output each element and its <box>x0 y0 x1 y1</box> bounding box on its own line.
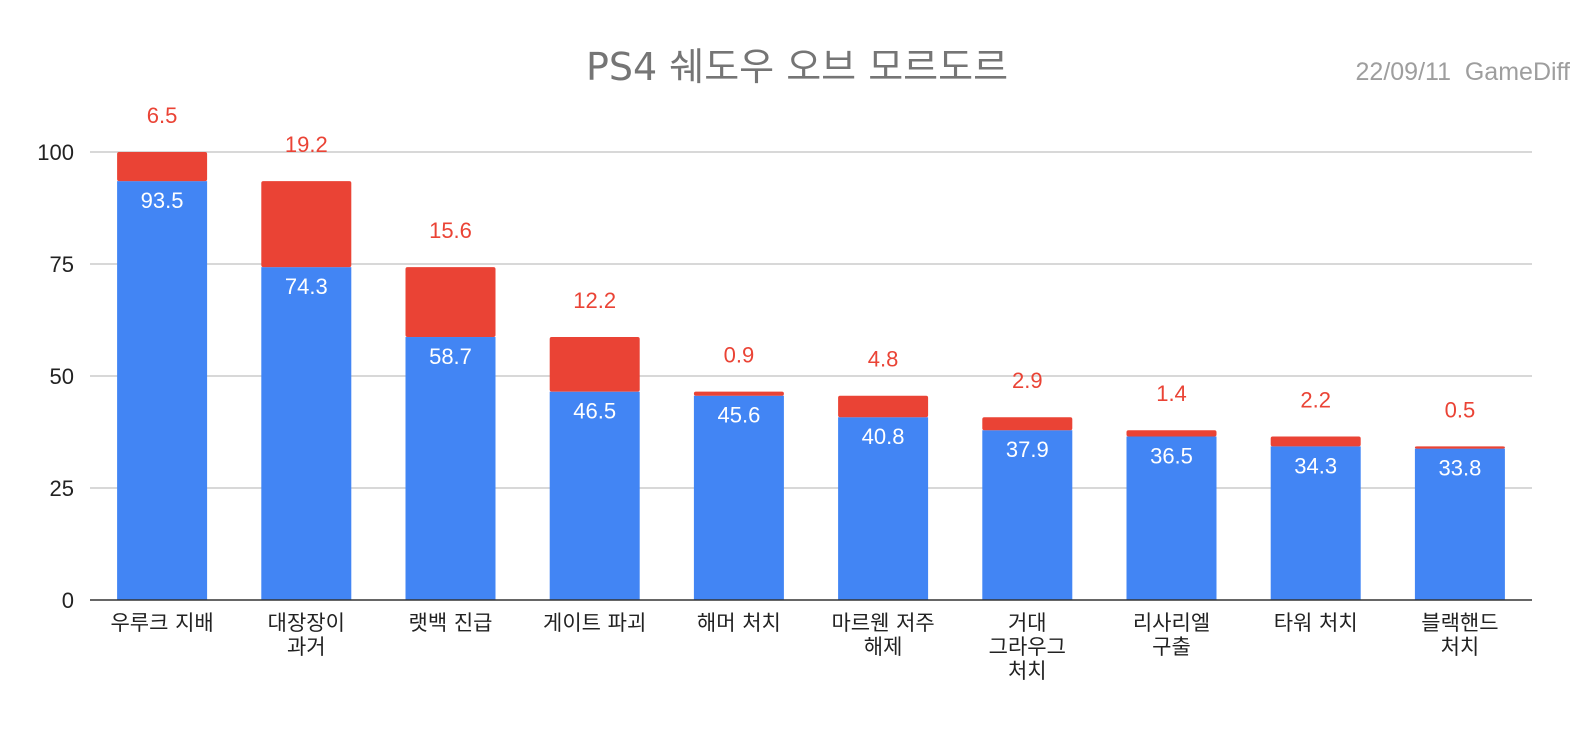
x-category-label: 처치 <box>1441 635 1480 659</box>
bar-segment-extra <box>1270 436 1361 447</box>
bar-segment-base <box>1270 446 1361 600</box>
y-axis-tick-labels: 0 25 50 75 100 <box>37 140 74 613</box>
data-label-base: 58.7 <box>429 344 472 369</box>
data-label-base: 46.5 <box>573 399 616 424</box>
data-label-base: 33.8 <box>1438 456 1481 481</box>
data-label-extra: 12.2 <box>573 288 616 313</box>
bar-segment-base <box>261 267 352 600</box>
y-tick-label: 0 <box>62 588 74 613</box>
x-category-label: 랫백 진급 <box>409 611 493 635</box>
data-label-extra: 19.2 <box>285 132 328 157</box>
data-label-extra: 2.9 <box>1012 368 1043 393</box>
y-tick-label: 100 <box>37 140 74 165</box>
x-category-label: 그라우그 <box>989 635 1066 659</box>
bar-segment-base <box>838 417 929 600</box>
x-category-label: 타워 처치 <box>1274 611 1358 635</box>
bar-segment-extra <box>261 181 352 268</box>
y-tick-label: 25 <box>50 476 74 501</box>
x-category-label: 우루크 지배 <box>110 611 213 635</box>
x-category-label: 해머 처치 <box>697 611 781 635</box>
data-label-extra: 6.5 <box>147 103 178 128</box>
bar-segment-extra <box>405 267 496 338</box>
bar-segment-extra <box>117 152 208 182</box>
bar-segment-extra <box>549 337 640 392</box>
data-label-extra: 15.6 <box>429 218 472 243</box>
bars <box>117 152 1505 600</box>
x-category-label: 과거 <box>287 635 326 659</box>
x-category-label: 처치 <box>1008 659 1047 683</box>
bar-segment-extra <box>693 391 784 396</box>
x-category-label: 마르웬 저주 <box>831 611 934 635</box>
bar-segment-extra <box>1126 430 1217 437</box>
data-label-extra: 4.8 <box>868 347 899 372</box>
bar-segment-base <box>982 430 1073 600</box>
y-tick-label: 75 <box>50 252 74 277</box>
bar-segment-base <box>405 337 496 600</box>
data-labels: 93.5 6.5 74.3 19.2 58.7 15.6 46.5 12.2 45.6 0.9 40… <box>141 103 1482 481</box>
data-label-base: 45.6 <box>717 403 760 428</box>
bar-segment-extra <box>1414 446 1505 449</box>
data-label-base: 40.8 <box>862 424 905 449</box>
x-category-label: 게이트 파괴 <box>543 611 646 635</box>
y-tick-label: 50 <box>50 364 74 389</box>
data-label-extra: 0.9 <box>724 343 755 368</box>
data-label-base: 34.3 <box>1294 453 1337 478</box>
bar-segment-extra <box>838 395 929 418</box>
data-label-base: 93.5 <box>141 188 184 213</box>
x-category-label: 리사리엘 <box>1133 611 1210 635</box>
bar-segment-base <box>117 181 208 600</box>
bar-segment-base <box>549 391 640 600</box>
data-label-extra: 2.2 <box>1300 387 1331 412</box>
x-category-label: 거대 <box>1008 611 1047 635</box>
x-category-label: 대장장이 <box>268 611 345 635</box>
chart-title: PS4 쉐도우 오브 모르도르 <box>585 45 1009 89</box>
data-label-extra: 0.5 <box>1445 397 1476 422</box>
bar-segment-base <box>1414 448 1505 600</box>
chart-subtitle: 22/09/11 GameDiff <box>1355 58 1570 86</box>
bar-segment-extra <box>982 417 1073 431</box>
x-category-label: 블랙핸드 <box>1421 611 1498 635</box>
data-label-base: 36.5 <box>1150 443 1193 468</box>
bar-segment-base <box>1126 436 1217 600</box>
x-category-label: 해제 <box>864 635 903 659</box>
data-label-extra: 1.4 <box>1156 381 1187 406</box>
data-label-base: 74.3 <box>285 274 328 299</box>
bar-segment-base <box>693 395 784 600</box>
data-label-base: 37.9 <box>1006 437 1049 462</box>
x-category-label: 구출 <box>1152 635 1191 659</box>
